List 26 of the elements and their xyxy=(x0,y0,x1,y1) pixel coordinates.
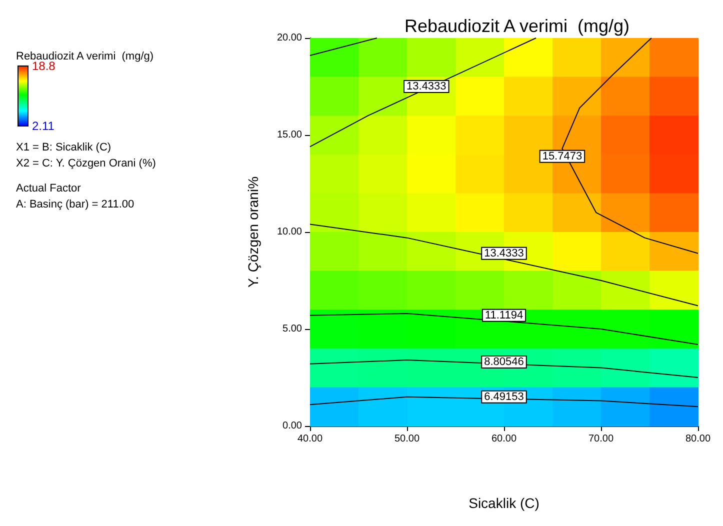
line-series xyxy=(310,224,698,306)
color-bar-label: 2.11 xyxy=(32,119,55,133)
x-tick-label: 60.00 xyxy=(491,434,517,444)
line-series xyxy=(310,312,698,346)
text: Actual Factor xyxy=(16,182,82,194)
y-tick-label: 10.00 xyxy=(276,226,302,238)
chart-title: Rebaudiozit A verimi (mg/g) xyxy=(404,16,630,36)
x-tick-label: 80.00 xyxy=(685,434,711,444)
y-axis-title: Y. Çözgen orani% xyxy=(245,176,261,288)
x-axis-title: Sicaklik (C) xyxy=(468,495,540,511)
text: X2 = C: Y. Çözgen Orani (%) xyxy=(16,158,156,170)
annotation: 11.1194 xyxy=(484,309,524,322)
annotation: 8.80546 xyxy=(484,356,524,368)
y-tick-label: 0.00 xyxy=(282,420,302,432)
y-tick-label: 5.00 xyxy=(282,324,302,334)
x-tick-label: 70.00 xyxy=(588,434,614,444)
annotation: 13.4333 xyxy=(406,80,446,92)
annotation: 13.4333 xyxy=(484,247,524,260)
annotation: 15.7473 xyxy=(542,150,582,162)
x-tick-label: 50.00 xyxy=(394,434,420,444)
y-tick-label: 20.00 xyxy=(276,32,302,44)
y-tick-label: 15.00 xyxy=(276,130,302,140)
text: A: Basinç (bar) = 211.00 xyxy=(16,198,134,210)
x-tick-label: 40.00 xyxy=(297,434,323,444)
text: X1 = B: Sicaklik (C) xyxy=(16,142,112,154)
annotation: 6.49153 xyxy=(484,390,524,403)
